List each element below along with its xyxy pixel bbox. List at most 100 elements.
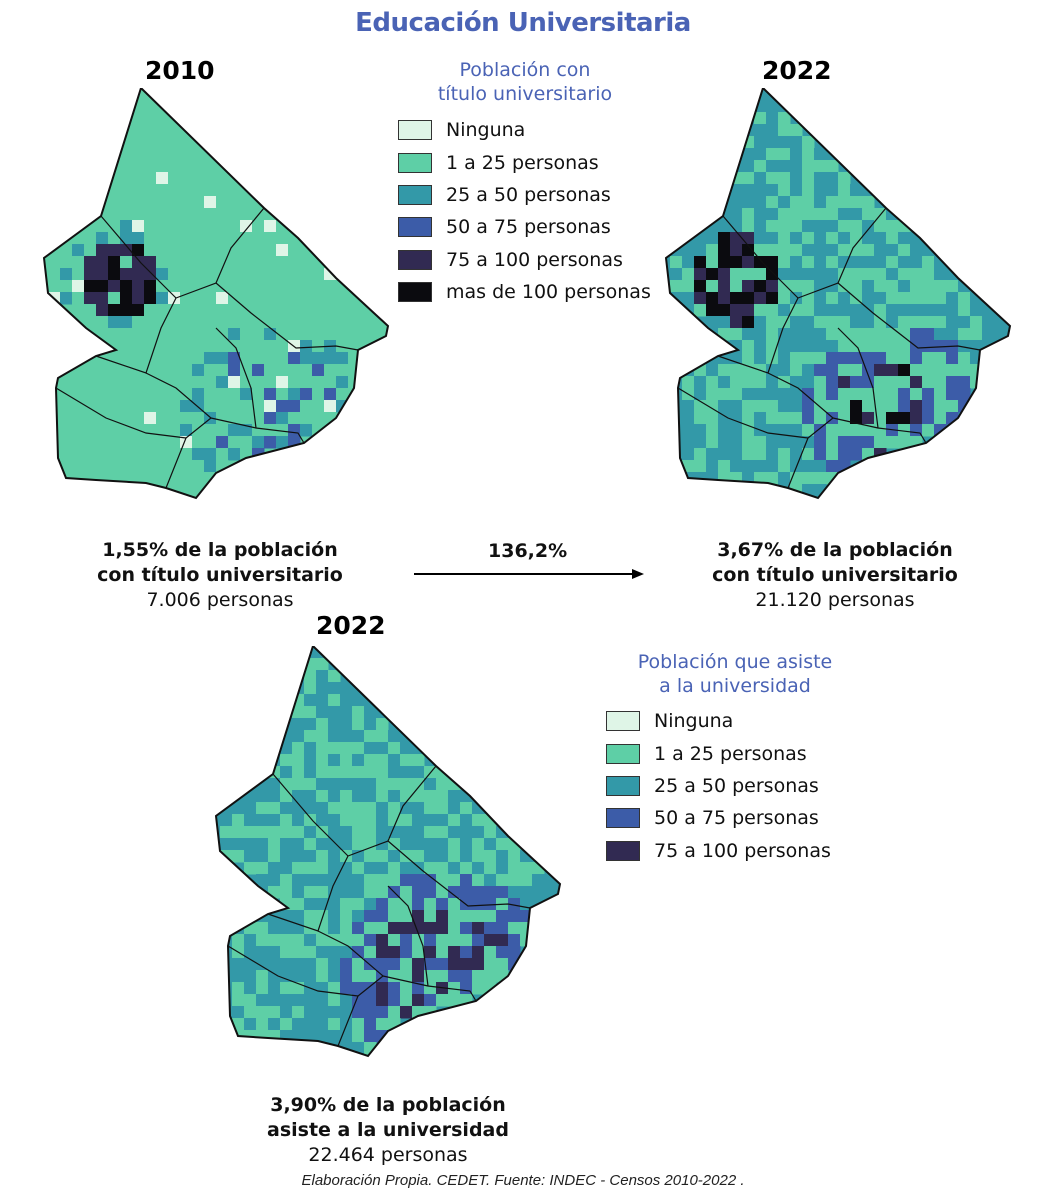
census-block [240,328,253,341]
legend-item: 1 a 25 personas [398,146,651,178]
census-block [838,316,851,329]
census-block [120,436,133,449]
census-block [216,256,229,269]
census-block [814,424,827,437]
census-block [436,850,449,863]
census-block [388,994,401,1007]
census-block [228,184,241,197]
census-block [838,388,851,401]
census-block [814,148,827,161]
census-block [304,802,317,815]
census-block [328,826,341,839]
census-block [144,376,157,389]
census-block [424,994,437,1007]
census-block [316,790,329,803]
census-block [886,376,899,389]
census-block [316,778,329,791]
census-block [240,244,253,257]
census-block [472,922,485,935]
census-block [316,814,329,827]
census-block [232,982,245,995]
census-block [352,766,365,779]
census-block [216,208,229,221]
census-block [412,814,425,827]
census-block [826,196,839,209]
census-block [48,256,61,269]
census-block [484,970,497,983]
census-block [850,268,863,281]
census-block [244,838,257,851]
census-block [72,292,85,305]
census-block [252,388,265,401]
census-block [120,376,133,389]
census-block [132,280,145,293]
census-block [192,436,205,449]
census-block [850,352,863,365]
census-block [886,256,899,269]
census-block [288,292,301,305]
census-block [108,328,121,341]
census-block [304,670,317,683]
census-block [220,814,233,827]
census-block [946,268,959,281]
census-block [120,388,133,401]
census-block [670,268,683,281]
census-block [264,268,277,281]
census-block [252,268,265,281]
legend-item: 50 a 75 personas [398,211,651,243]
census-block [180,448,193,461]
census-block [814,448,827,461]
census-block [292,802,305,815]
census-block [132,184,145,197]
census-block [288,412,301,425]
census-block [72,304,85,317]
census-block [352,970,365,983]
census-block [316,826,329,839]
census-block [376,934,389,947]
census-block [910,400,923,413]
census-block [96,280,109,293]
census-block [156,196,169,209]
census-block [754,460,767,473]
census-block [460,850,473,863]
census-block [364,778,377,791]
census-block [156,328,169,341]
census-block [192,256,205,269]
census-block [276,268,289,281]
census-block [232,838,245,851]
census-block [400,838,413,851]
census-block [850,184,863,197]
census-block [886,232,899,245]
census-block [144,124,157,137]
census-block [240,268,253,281]
census-block [388,754,401,767]
census-block [388,922,401,935]
census-block [300,388,313,401]
census-block [168,160,181,173]
legend-label: 25 a 50 personas [654,774,819,797]
census-block [292,1006,305,1019]
census-block [96,244,109,257]
census-block [300,256,313,269]
census-block [276,352,289,365]
census-block [340,994,353,1007]
census-block [220,826,233,839]
census-block [862,352,875,365]
census-block [120,148,133,161]
district-boundary [382,975,477,1002]
census-block [264,352,277,365]
census-block [424,850,437,863]
census-block [168,448,181,461]
census-block [316,970,329,983]
census-block [754,244,767,257]
census-block [168,148,181,161]
census-block [874,304,887,317]
census-block [364,1030,377,1043]
census-block [496,958,509,971]
census-block [252,340,265,353]
census-block [694,304,707,317]
census-block [280,742,293,755]
census-block [244,1018,257,1031]
census-block [292,790,305,803]
census-block [144,460,157,473]
